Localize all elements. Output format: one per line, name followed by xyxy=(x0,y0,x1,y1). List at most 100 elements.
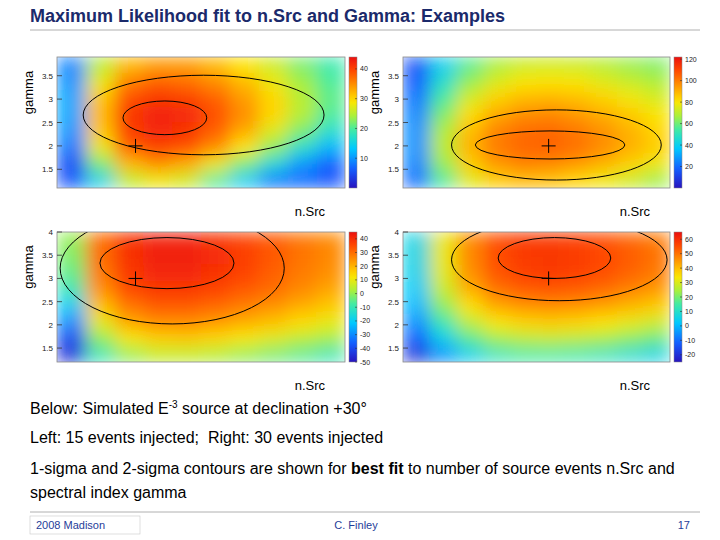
heatmap-cell xyxy=(86,106,115,123)
y-tick xyxy=(403,169,408,170)
heatmap-cell xyxy=(456,139,483,156)
heatmap-cell xyxy=(590,297,617,314)
heatmap-cell xyxy=(316,106,345,123)
heatmap-cell xyxy=(57,248,86,265)
heatmap-cell xyxy=(456,90,483,107)
heatmap-cell xyxy=(403,297,430,314)
heatmap-cell xyxy=(563,346,590,362)
heatmap-cell xyxy=(143,123,172,140)
y-tick-label: 2 xyxy=(395,142,400,151)
heatmap-cell xyxy=(510,172,537,188)
heatmap-cell xyxy=(86,281,115,298)
panel: 1.522.533.5gamman.Src10203040 xyxy=(21,57,368,219)
heatmap-cell xyxy=(287,248,316,265)
heatmap-cell xyxy=(287,123,316,140)
heatmap-cell xyxy=(172,330,201,347)
heatmap-cell xyxy=(287,281,316,298)
heatmap-cell xyxy=(590,155,617,172)
heatmap-cell xyxy=(537,57,564,74)
plot-area xyxy=(57,57,345,188)
colorbar-tick-label: 0 xyxy=(360,290,364,297)
heatmap-cell xyxy=(456,232,483,249)
y-tick xyxy=(57,122,62,123)
footer-center: C. Finley xyxy=(334,519,378,531)
heatmap-cell xyxy=(430,297,457,314)
x-axis-label: n.Src xyxy=(295,378,326,393)
heatmap-cell xyxy=(643,90,670,107)
heatmap-cell xyxy=(430,106,457,123)
colorbar-tick xyxy=(680,282,682,283)
y-tick-label: 3 xyxy=(49,95,54,104)
cross-v xyxy=(548,271,549,285)
colorbar-tick-label: -20 xyxy=(360,317,370,324)
y-tick-label: 2.5 xyxy=(42,119,54,128)
heatmap-cell xyxy=(143,232,172,249)
colorbar-tick-label: -10 xyxy=(360,304,370,311)
heatmap-cell xyxy=(172,123,201,140)
heatmap-cell xyxy=(86,139,115,156)
heatmap-cell xyxy=(316,313,345,330)
heatmap-cell xyxy=(259,57,288,74)
heatmap-cell xyxy=(403,172,430,188)
heatmap-cell xyxy=(316,139,345,156)
heatmap-cell xyxy=(563,139,590,156)
heatmap-cell xyxy=(86,232,115,249)
y-tick-label: 3 xyxy=(395,274,400,283)
heatmap-cell xyxy=(483,90,510,107)
injected-marker xyxy=(129,271,143,285)
heatmap-cell xyxy=(537,106,564,123)
heatmap-cell xyxy=(86,73,115,90)
colorbar-tick-label: -20 xyxy=(685,351,695,358)
y-tick xyxy=(403,145,408,146)
heatmap-cell xyxy=(143,265,172,282)
heatmap-cell xyxy=(430,73,457,90)
heatmap-cell xyxy=(430,123,457,140)
heatmap-cell xyxy=(643,265,670,282)
caption-run: source at declination +30° xyxy=(178,400,367,417)
colorbar-tick-label: -40 xyxy=(360,345,370,352)
heatmap-cell xyxy=(259,172,288,188)
heatmap-cell xyxy=(86,346,115,362)
heatmap-cell xyxy=(172,281,201,298)
heatmap-cell xyxy=(430,232,457,249)
contour-1-sigma xyxy=(498,238,611,279)
colorbar-tick xyxy=(355,266,357,267)
heatmap-cell xyxy=(115,248,144,265)
heatmap-cell xyxy=(590,90,617,107)
heatmap-cell xyxy=(86,155,115,172)
heatmap-cell xyxy=(143,155,172,172)
colorbar-tick xyxy=(680,268,682,269)
heatmap-cell xyxy=(643,232,670,249)
heatmap-cell xyxy=(316,232,345,249)
y-tick-label: 1.5 xyxy=(388,344,400,353)
injected-marker xyxy=(542,271,556,285)
heatmap-cell xyxy=(430,281,457,298)
heatmap-cell xyxy=(510,248,537,265)
heatmap-cell xyxy=(230,73,259,90)
heatmap-cell xyxy=(172,106,201,123)
colorbar-tick-label: 50 xyxy=(685,250,693,257)
heatmap-cell xyxy=(115,265,144,282)
heatmap-cell xyxy=(287,172,316,188)
heatmap-cell xyxy=(456,57,483,74)
heatmap-cell xyxy=(259,155,288,172)
heatmap-cell xyxy=(483,330,510,347)
heatmap-cell xyxy=(483,155,510,172)
footer-rule xyxy=(30,512,700,513)
y-tick-label: 3.5 xyxy=(42,72,54,81)
heatmap-cell xyxy=(403,123,430,140)
heatmap-cell xyxy=(590,248,617,265)
heatmap-cell xyxy=(563,106,590,123)
heatmap-cell xyxy=(483,139,510,156)
heatmap-cell xyxy=(143,330,172,347)
heatmap-cell xyxy=(510,139,537,156)
heatmap-cell xyxy=(483,313,510,330)
colorbar-tick-label: 60 xyxy=(685,236,693,243)
heatmap-cell xyxy=(287,232,316,249)
heatmap-cell xyxy=(617,90,644,107)
colorbar-tick xyxy=(680,311,682,312)
title-rule xyxy=(30,30,700,31)
footer-left: 2008 Madison xyxy=(36,519,105,531)
y-tick-label: 2 xyxy=(49,142,54,151)
colorbar-tick-label: 20 xyxy=(685,163,693,170)
